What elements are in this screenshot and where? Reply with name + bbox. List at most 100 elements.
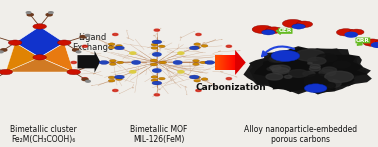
Circle shape [108, 76, 115, 79]
Polygon shape [6, 43, 40, 72]
Circle shape [67, 69, 81, 75]
Circle shape [33, 55, 46, 60]
Polygon shape [215, 55, 217, 70]
Circle shape [271, 50, 300, 61]
Polygon shape [40, 43, 74, 72]
Circle shape [178, 52, 184, 54]
Text: Bimetallic MOF
MIL-126(FeM): Bimetallic MOF MIL-126(FeM) [130, 125, 187, 144]
Circle shape [86, 65, 92, 67]
Circle shape [196, 33, 201, 35]
Circle shape [333, 61, 350, 68]
Polygon shape [218, 55, 220, 70]
Circle shape [226, 45, 232, 47]
Circle shape [270, 65, 281, 70]
Polygon shape [6, 43, 40, 72]
Polygon shape [224, 55, 225, 70]
Circle shape [237, 61, 243, 64]
Circle shape [272, 68, 289, 74]
Circle shape [192, 63, 200, 65]
Circle shape [109, 60, 116, 62]
Circle shape [85, 35, 90, 36]
Circle shape [372, 43, 378, 47]
Circle shape [71, 61, 76, 64]
Polygon shape [223, 55, 224, 70]
Circle shape [150, 59, 158, 62]
Polygon shape [15, 26, 64, 57]
Circle shape [152, 40, 162, 44]
Circle shape [305, 74, 332, 85]
Circle shape [317, 54, 337, 62]
Polygon shape [228, 55, 229, 70]
Circle shape [108, 46, 115, 49]
Circle shape [200, 61, 207, 64]
Circle shape [345, 32, 357, 37]
Circle shape [109, 63, 116, 65]
Circle shape [108, 43, 115, 46]
Circle shape [319, 70, 336, 76]
Circle shape [226, 78, 232, 80]
Circle shape [8, 40, 22, 45]
Circle shape [153, 69, 161, 72]
Circle shape [113, 33, 118, 35]
Polygon shape [227, 55, 228, 70]
Circle shape [321, 80, 341, 87]
Polygon shape [229, 55, 230, 70]
Circle shape [271, 65, 290, 72]
Circle shape [282, 19, 304, 28]
Circle shape [130, 52, 136, 54]
Polygon shape [234, 55, 235, 70]
Text: OER: OER [279, 28, 292, 33]
Circle shape [189, 46, 199, 50]
Circle shape [266, 27, 282, 33]
Circle shape [115, 75, 124, 79]
Circle shape [99, 61, 109, 64]
Circle shape [76, 51, 81, 53]
Circle shape [193, 60, 200, 62]
Circle shape [325, 71, 353, 82]
Circle shape [266, 74, 283, 80]
Circle shape [116, 78, 122, 80]
Text: ORR: ORR [356, 38, 370, 43]
Polygon shape [217, 55, 218, 70]
Circle shape [288, 70, 308, 77]
Circle shape [262, 30, 275, 35]
Circle shape [252, 25, 273, 34]
Polygon shape [222, 55, 223, 70]
Circle shape [27, 14, 33, 16]
Circle shape [290, 57, 297, 60]
Circle shape [296, 21, 313, 27]
Circle shape [108, 79, 115, 82]
Circle shape [159, 61, 167, 64]
Polygon shape [254, 47, 368, 92]
Circle shape [310, 65, 320, 69]
Circle shape [308, 62, 312, 64]
Circle shape [189, 75, 199, 79]
Circle shape [310, 67, 321, 71]
Polygon shape [232, 55, 233, 70]
Text: Alloy nanoparticle-embedded
porous carbons: Alloy nanoparticle-embedded porous carbo… [244, 125, 357, 144]
Circle shape [205, 61, 215, 64]
Circle shape [153, 53, 161, 56]
Circle shape [82, 45, 87, 47]
Text: Bimetallic cluster
Fe₂M(CH₃COOH)₆: Bimetallic cluster Fe₂M(CH₃COOH)₆ [10, 125, 77, 144]
Circle shape [151, 47, 158, 49]
Circle shape [194, 46, 201, 49]
Circle shape [151, 79, 158, 82]
Polygon shape [235, 55, 236, 70]
Polygon shape [226, 55, 227, 70]
Circle shape [82, 78, 88, 81]
Circle shape [194, 43, 201, 46]
Circle shape [151, 43, 158, 46]
Circle shape [174, 61, 182, 64]
Circle shape [178, 71, 184, 73]
Circle shape [1, 49, 7, 51]
Polygon shape [6, 57, 74, 72]
Circle shape [201, 45, 208, 47]
Polygon shape [235, 50, 246, 75]
Circle shape [151, 76, 158, 78]
Text: Carbonization: Carbonization [195, 83, 266, 92]
Circle shape [0, 69, 12, 75]
Circle shape [158, 77, 165, 80]
Circle shape [313, 81, 335, 90]
Circle shape [82, 78, 87, 80]
